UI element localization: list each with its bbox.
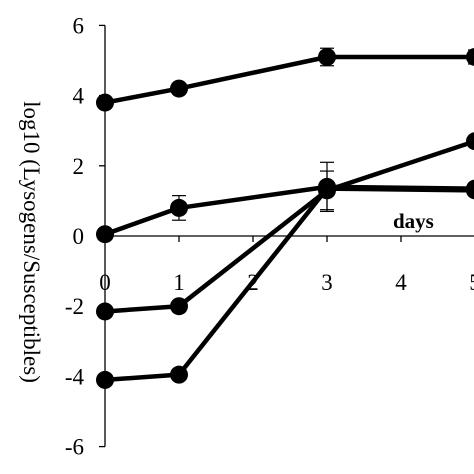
series-4-point [466, 181, 474, 200]
y-axis-title: log10 (Lysogens/Susceptibles) [19, 101, 44, 383]
series-4-point [96, 370, 114, 389]
y-tick-label: 0 [73, 224, 85, 249]
x-tick-label: 0 [99, 270, 111, 295]
x-tick-label: 1 [173, 270, 185, 295]
tick-labels: 6 4 2 0 -2 -4 -6 0 1 2 3 4 5 [65, 13, 474, 459]
series-2-point [96, 225, 114, 244]
y-tick-label: 6 [73, 13, 85, 38]
x-tick-label: 3 [321, 270, 333, 295]
series-4-point [170, 365, 188, 384]
series-1-point [96, 93, 114, 112]
series-1-line [104, 54, 474, 105]
x-tick-label: 4 [395, 270, 407, 295]
y-tick-label: 4 [73, 84, 85, 109]
series-3-point [96, 302, 114, 321]
series-2-point [170, 198, 188, 217]
y-tick-label: 2 [73, 154, 85, 179]
series-3-point [170, 297, 188, 316]
y-tick-label: -6 [65, 435, 84, 460]
x-axis-annotation: days [393, 209, 434, 233]
y-tick-label: -4 [65, 364, 85, 389]
x-tick-label: 2 [247, 270, 259, 295]
series-1-point [170, 79, 188, 98]
series-4-point [318, 179, 336, 198]
x-tick-label: 5 [469, 270, 474, 295]
series-lines [104, 54, 474, 383]
y-tick-label: -2 [65, 294, 84, 319]
data-points [96, 47, 474, 389]
series-3-line [104, 139, 474, 314]
series-1-point [318, 47, 336, 66]
series-3-point [466, 132, 474, 151]
series-1-point [466, 48, 474, 66]
series-4-line [104, 186, 474, 383]
